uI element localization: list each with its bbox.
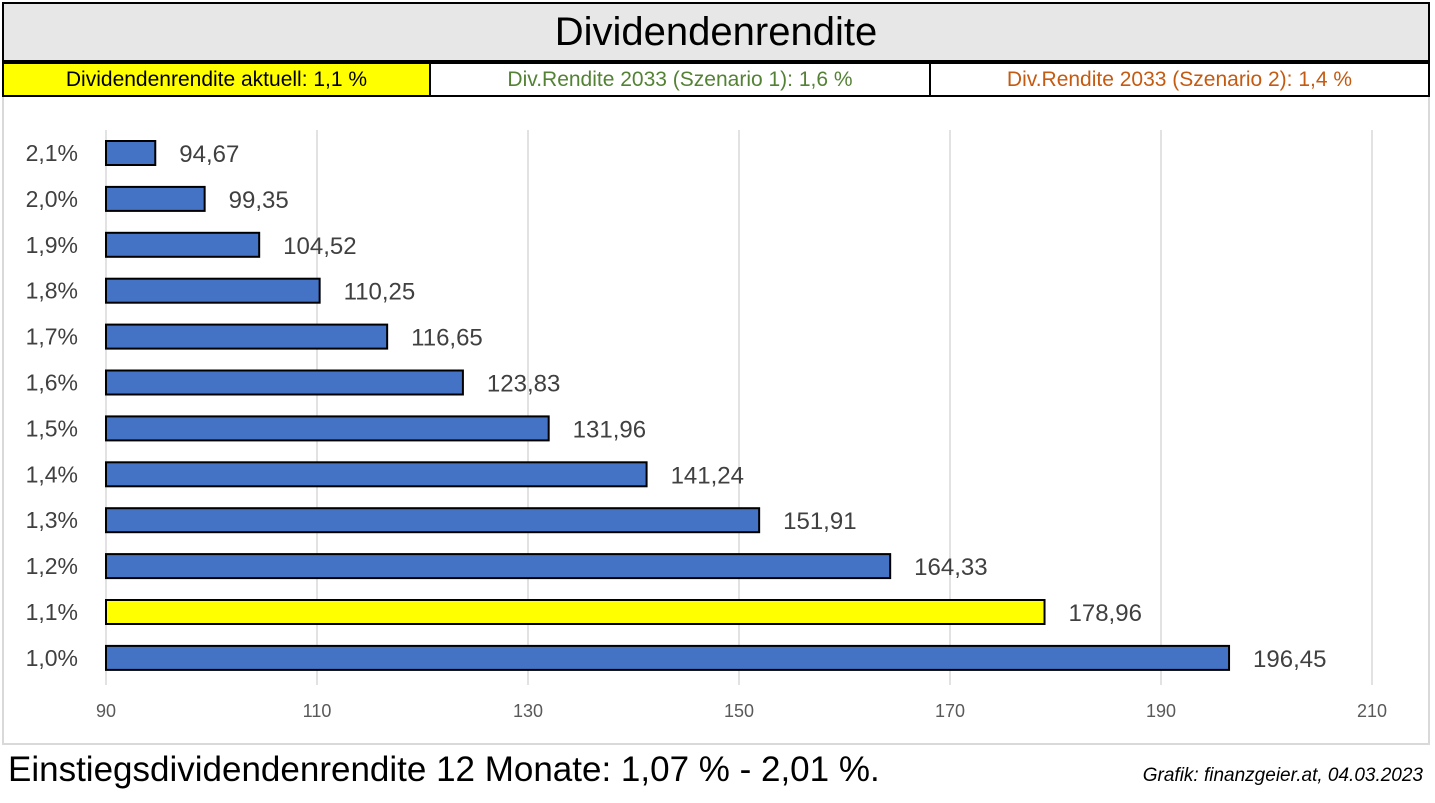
y-tick-label: 1,7% <box>26 324 78 350</box>
data-label: 123,83 <box>487 371 560 398</box>
x-tick-label: 190 <box>1146 701 1176 721</box>
data-label: 104,52 <box>283 233 356 260</box>
y-tick-label: 1,2% <box>26 553 78 579</box>
scenario1-yield-label: Div.Rendite 2033 (Szenario 1): 1,6 % <box>431 62 931 97</box>
bar <box>105 231 261 258</box>
y-tick-label: 2,1% <box>26 140 78 166</box>
x-tick-label: 170 <box>935 701 965 721</box>
data-label: 141,24 <box>671 462 744 489</box>
y-tick-label: 1,6% <box>26 370 78 396</box>
bar <box>105 415 550 442</box>
data-label: 164,33 <box>914 554 987 581</box>
y-tick-label: 1,3% <box>26 507 78 533</box>
info-row: Dividendenrendite aktuell: 1,1 % Div.Ren… <box>2 62 1430 97</box>
y-tick-label: 1,4% <box>26 461 78 487</box>
data-label: 94,67 <box>179 141 239 168</box>
data-label: 116,65 <box>411 325 483 352</box>
y-tick-label: 1,1% <box>26 599 78 625</box>
current-yield-label: Dividendenrendite aktuell: 1,1 % <box>2 62 431 97</box>
bar <box>105 553 892 580</box>
bar <box>105 185 206 212</box>
scenario2-yield-label: Div.Rendite 2033 (Szenario 2): 1,4 % <box>931 62 1430 97</box>
bar-chart: 90 110 130 150 170 190 210 2,1% 94,67 2,0% 99,35 1,… <box>26 130 1387 721</box>
footer-credit: Grafik: finanzgeier.at, 04.03.2023 <box>1142 765 1423 786</box>
bar <box>105 369 464 396</box>
x-tick-label: 130 <box>513 701 543 721</box>
data-label: 196,45 <box>1253 646 1326 673</box>
chart-title: Dividendenrendite <box>2 2 1430 62</box>
x-tick-label: 210 <box>1357 701 1387 721</box>
data-label: 131,96 <box>573 416 646 443</box>
y-tick-label: 1,0% <box>26 645 78 671</box>
bar <box>105 599 1046 625</box>
y-tick-label: 2,0% <box>26 186 78 212</box>
bar <box>105 277 321 304</box>
data-label: 151,91 <box>783 508 856 535</box>
data-label: 110,25 <box>344 279 416 306</box>
bar <box>105 140 157 166</box>
y-tick-label: 1,9% <box>26 232 78 258</box>
y-tick-label: 1,5% <box>26 415 78 441</box>
data-label: 178,96 <box>1069 600 1142 627</box>
bar <box>105 461 648 488</box>
bar <box>105 644 1231 671</box>
footer-note: Einstiegsdividendenrendite 12 Monate: 1,… <box>8 750 880 789</box>
y-tick-label: 1,8% <box>26 278 78 304</box>
chart-area <box>2 97 1430 745</box>
x-tick-label: 150 <box>724 701 754 721</box>
bar <box>105 323 389 350</box>
data-label: 99,35 <box>229 187 289 214</box>
x-tick-label: 110 <box>303 701 332 721</box>
x-tick-label: 90 <box>96 701 116 721</box>
bar <box>105 507 761 534</box>
